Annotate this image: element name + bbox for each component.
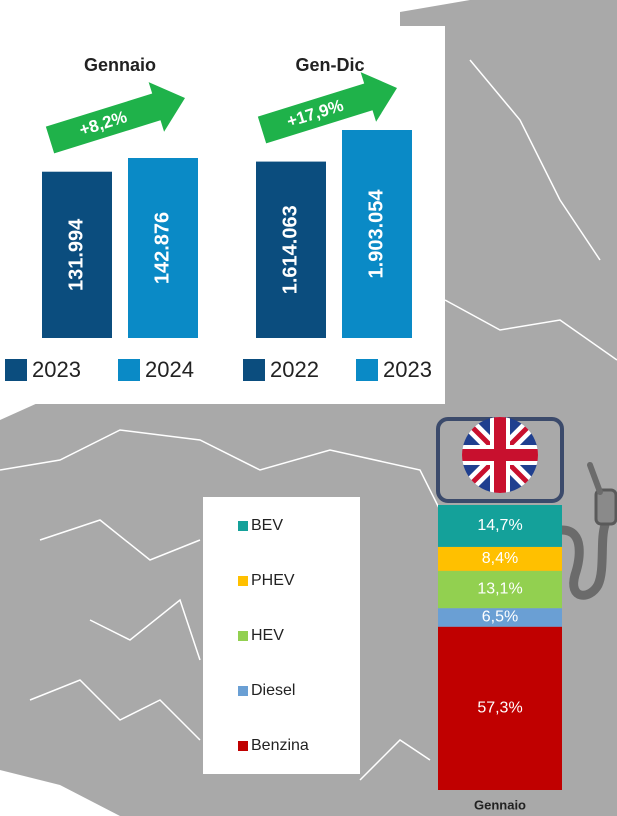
bar	[256, 161, 326, 338]
value-label: 142.876	[151, 212, 173, 284]
value-label: 14,7%	[477, 517, 522, 534]
legend-label: PHEV	[251, 572, 295, 589]
legend-swatch	[243, 359, 265, 381]
bar	[342, 130, 412, 338]
chart-title: Gennaio	[84, 55, 156, 75]
legend-label: 2024	[145, 357, 194, 382]
legend-swatch	[118, 359, 140, 381]
legend-label: 2023	[32, 357, 81, 382]
legend-label: Benzina	[251, 737, 309, 754]
value-label: 13,1%	[477, 581, 522, 598]
value-label: 1.903.054	[365, 189, 387, 279]
legend-swatch	[238, 686, 248, 696]
legend-swatch	[5, 359, 27, 381]
arrow-shape	[257, 72, 398, 144]
value-label: 6,5%	[482, 609, 518, 626]
chart-title: Gen-Dic	[295, 55, 364, 75]
uk-flag	[462, 417, 538, 493]
legend-panel	[203, 497, 360, 774]
legend-label: HEV	[251, 627, 284, 644]
map-borders	[0, 59, 617, 781]
bar	[42, 171, 112, 338]
value-label: 57,3%	[477, 700, 522, 717]
value-label: 8,4%	[482, 550, 518, 567]
legend-swatch	[238, 741, 248, 751]
arrow-shape	[45, 82, 186, 154]
stack-segment	[438, 546, 562, 571]
legend-label: 2022	[270, 357, 319, 382]
legend-swatch	[356, 359, 378, 381]
stack-segment	[438, 626, 562, 790]
legend-swatch	[238, 576, 248, 586]
bar	[128, 158, 198, 338]
legend-label: 2023	[383, 357, 432, 382]
legend-swatch	[238, 521, 248, 531]
stack-segment	[438, 608, 562, 627]
x-tick-label: Gennaio	[474, 797, 526, 812]
stack-segment	[438, 570, 562, 609]
legend-swatch	[238, 631, 248, 641]
pump-nozzle	[557, 462, 617, 600]
legend-label: BEV	[251, 517, 283, 534]
stack-segment	[438, 505, 562, 547]
value-label: 1.614.063	[279, 205, 301, 294]
legend-label: Diesel	[251, 682, 295, 699]
value-label: 131.994	[65, 218, 87, 291]
